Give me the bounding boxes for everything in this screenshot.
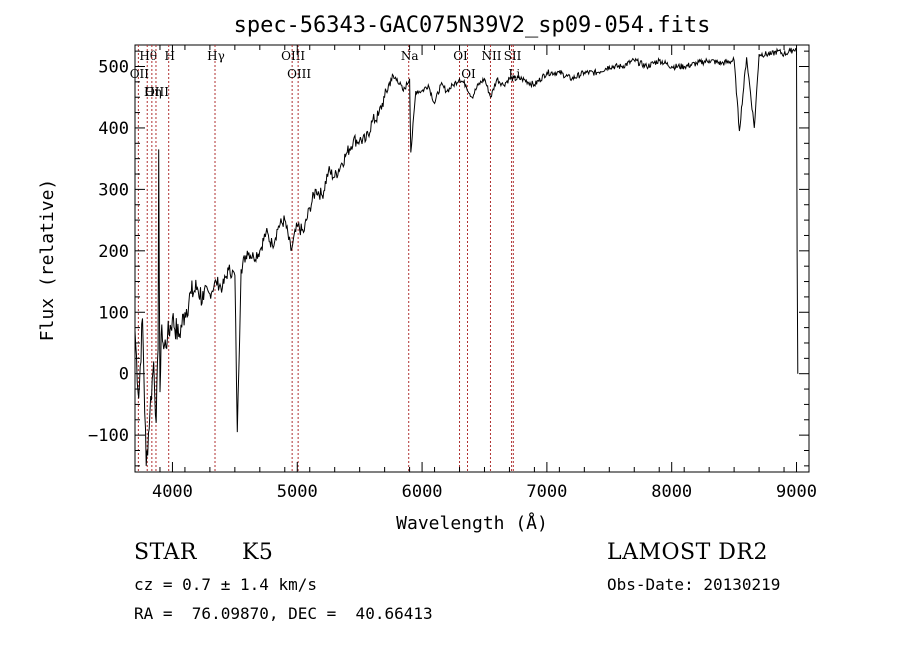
spectral-line-label: SII bbox=[504, 49, 522, 63]
coordinates-text: RA = 76.09870, DEC = 40.66413 bbox=[134, 604, 433, 623]
chart-title: spec-56343-GAC075N39V2_sp09-054.fits bbox=[234, 13, 711, 38]
spectral-line-label: OI bbox=[453, 49, 468, 63]
survey-name: LAMOST DR2 bbox=[607, 540, 768, 565]
spectral-line-label: NII bbox=[481, 49, 501, 63]
spectral-line-label: OIII bbox=[287, 67, 311, 81]
spectral-line-label: OI bbox=[461, 67, 476, 81]
spectral-line-label: OII bbox=[130, 67, 150, 81]
y-axis-label: Flux (relative) bbox=[37, 179, 58, 342]
spectral-line-label: Hθ bbox=[139, 49, 157, 63]
y-tick-label: 200 bbox=[98, 242, 129, 262]
x-tick-label: 5000 bbox=[277, 482, 318, 502]
spectral-line-label: Hη bbox=[144, 85, 162, 99]
spectrum-line bbox=[134, 47, 799, 466]
x-axis-ticks: 4000 5000 6000 7000 8000 9000 bbox=[134, 45, 817, 502]
x-tick-label: 7000 bbox=[526, 482, 567, 502]
spectrum-series bbox=[134, 47, 799, 466]
spectral-line-label: OIII bbox=[145, 85, 169, 99]
x-tick-label: 4000 bbox=[152, 482, 193, 502]
y-tick-label: 100 bbox=[98, 303, 129, 323]
x-tick-label: 9000 bbox=[776, 482, 817, 502]
spectral-line-label: H bbox=[164, 49, 174, 63]
plot-frame bbox=[134, 44, 810, 473]
spectral-line-label: Hγ bbox=[207, 49, 225, 63]
redshift-text: cz = 0.7 ± 1.4 km/s bbox=[134, 575, 318, 594]
spectral-line-label: OIII bbox=[281, 49, 305, 63]
observation-date: Obs-Date: 20130219 bbox=[607, 575, 781, 594]
y-tick-label: 400 bbox=[98, 119, 129, 139]
y-tick-label: 300 bbox=[98, 180, 129, 200]
y-axis-ticks: −100 0 100 200 300 400 500 bbox=[88, 50, 809, 467]
y-tick-label: 0 bbox=[119, 365, 129, 385]
x-tick-label: 8000 bbox=[651, 482, 692, 502]
y-tick-label: 500 bbox=[98, 58, 129, 78]
spectral-line-label: Li bbox=[508, 67, 520, 81]
plot-frame-rect bbox=[134, 44, 810, 473]
object-class: STAR bbox=[134, 540, 197, 565]
y-tick-label: −100 bbox=[88, 426, 129, 446]
spectral-subclass: K5 bbox=[242, 540, 274, 565]
spectral-line-label: Na bbox=[401, 49, 419, 63]
x-tick-label: 6000 bbox=[402, 482, 443, 502]
x-axis-label: Wavelength (Å) bbox=[396, 512, 548, 534]
